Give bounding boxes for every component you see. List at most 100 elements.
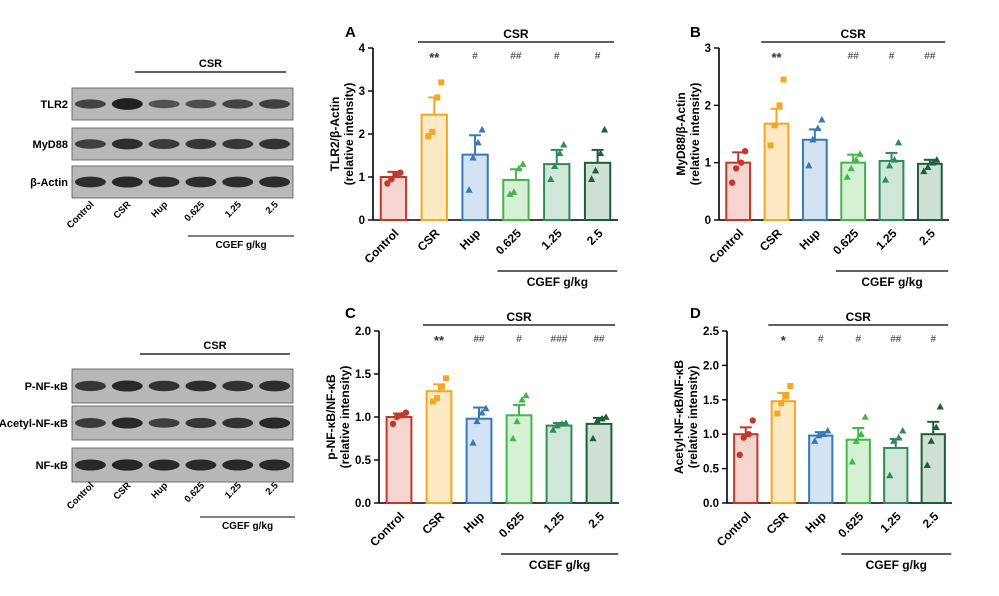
blot-band [111, 98, 143, 110]
bar [801, 138, 828, 222]
csr-label: CSR [503, 27, 529, 41]
data-point [745, 431, 752, 438]
x-tick-label: 2.5 [585, 509, 607, 531]
blot-lane-label: 0.625 [182, 480, 207, 505]
significance-marker: # [889, 51, 895, 62]
significance-marker: ## [848, 51, 860, 62]
blot-lane-label: CSR [111, 480, 133, 502]
blot-strip [71, 368, 294, 404]
data-point [890, 156, 899, 163]
bar [545, 424, 573, 505]
csr-label: CSR [840, 27, 866, 41]
blot-band [259, 176, 291, 188]
blot-band [74, 176, 106, 188]
blot-band [74, 380, 106, 392]
bar [733, 433, 759, 505]
blot-row-label: TLR2 [41, 99, 69, 111]
data-point [478, 125, 486, 133]
data-point [598, 414, 606, 422]
blot-band [111, 417, 143, 429]
significance-marker: * [781, 333, 787, 348]
blot-row-label: Acetyl-NF-κB [0, 418, 68, 430]
blot-lane-label: Control [65, 199, 97, 231]
y-axis-label: p-NF-κB/NF-κB [324, 374, 338, 460]
data-point [820, 430, 828, 437]
data-point [593, 417, 601, 425]
data-point [924, 163, 932, 171]
data-point [434, 94, 441, 101]
data-point [767, 142, 774, 149]
x-tick-label: 0.625 [493, 226, 524, 257]
data-point [429, 128, 436, 135]
data-point [518, 396, 526, 403]
blot-band [222, 459, 254, 471]
data-point [547, 175, 555, 182]
data-point [388, 175, 395, 183]
data-point [553, 421, 561, 429]
csr-label: CSR [506, 310, 532, 324]
x-tick-label: 1.25 [873, 226, 900, 253]
x-tick-label: 2.5 [920, 509, 942, 531]
y-axis-label: TLR2/β-Actin [328, 97, 342, 172]
blot-band [111, 138, 143, 150]
y-tick-label: 2 [705, 100, 711, 112]
bar [505, 414, 533, 504]
x-tick-label: Hup [802, 509, 828, 535]
blot-lane-label: Hup [149, 480, 170, 501]
bar [585, 422, 613, 505]
data-point [805, 161, 813, 169]
blot-row-label: P-NF-κB [25, 381, 68, 393]
data-point [895, 433, 903, 441]
significance-marker: ## [924, 51, 936, 62]
bar [583, 161, 612, 221]
significance-marker: # [595, 51, 601, 62]
blot-band [222, 176, 254, 188]
bar [808, 434, 834, 504]
data-point [519, 160, 527, 167]
data-point [847, 164, 855, 172]
blot-lane-label: Control [65, 480, 97, 512]
y-tick-label: 0.0 [703, 498, 719, 510]
x-tick-label: 2.5 [584, 226, 606, 248]
data-point [818, 115, 826, 123]
blot-band [74, 418, 106, 428]
data-point [920, 167, 928, 175]
data-point [929, 158, 937, 166]
data-point [923, 461, 931, 468]
blot-band [259, 380, 291, 392]
blot-strip [71, 127, 294, 161]
data-point [843, 173, 851, 180]
y-tick-label: 0 [359, 215, 365, 227]
data-point [899, 426, 907, 434]
data-point [509, 434, 517, 442]
data-point [936, 402, 944, 410]
data-point [894, 138, 903, 146]
y-axis-label-sub: (relative intensity) [342, 83, 356, 186]
y-tick-label: 1.0 [703, 429, 719, 441]
chart-panel-a: A 0 1 2 3 4 TLR2/β-Actin (relative intensity) CS… [328, 24, 618, 289]
x-tick-label: Control [367, 509, 407, 549]
significance-marker: # [472, 51, 478, 62]
data-point [886, 471, 894, 479]
significance-marker: ** [771, 50, 782, 65]
x-tick-label: Hup [457, 226, 483, 252]
data-point [852, 156, 860, 163]
panel-letter: A [345, 24, 356, 41]
bar [543, 163, 571, 222]
bar [425, 390, 453, 505]
panel-letter: B [690, 24, 701, 41]
data-point [824, 426, 832, 434]
blot-strip [71, 405, 294, 441]
data-point [927, 437, 935, 444]
data-point [814, 124, 822, 132]
blot-strip [71, 447, 294, 483]
data-point [740, 434, 747, 441]
blot-band [185, 176, 217, 188]
data-point [856, 150, 864, 157]
data-point [469, 439, 477, 446]
blot-lane-label: 2.5 [264, 480, 282, 498]
x-tick-label: 0.625 [830, 226, 861, 257]
dose-label: CGEF g/kg [527, 275, 588, 289]
blot-band [111, 176, 143, 188]
y-tick-label: 3 [359, 86, 365, 98]
